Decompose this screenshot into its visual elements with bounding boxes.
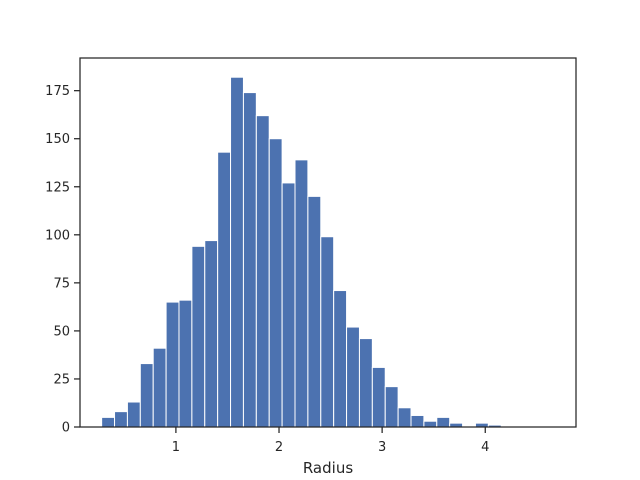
histogram-bar [191,245,206,428]
histogram-bar [230,76,244,428]
histogram-bar [204,240,219,428]
y-tick-label: 75 [53,276,70,291]
histogram-bar [371,366,386,428]
histogram-bar [346,326,360,428]
y-tick-label: 25 [53,372,70,387]
histogram-bar [358,338,373,428]
y-tick-label: 0 [62,421,70,436]
plot-frame [79,57,577,428]
histogram-bar [101,416,116,428]
y-tick-label: 100 [45,228,70,243]
x-axis-ticks: 1 2 3 4 [172,427,489,455]
histogram-bar [384,386,399,428]
y-tick-label: 125 [45,180,70,195]
histogram-bar [294,159,309,428]
y-tick-label: 150 [45,132,70,147]
histogram-bar [126,401,141,428]
histogram-bar [114,411,128,428]
histogram-bar [139,363,154,428]
histogram-bar [281,182,296,428]
histogram-bar [178,299,193,428]
x-tick-label: 1 [172,440,180,455]
histogram-bar [268,138,283,428]
x-tick-label: 3 [378,440,386,455]
x-axis-label: Radius [303,459,353,477]
y-axis-ticks: 0 25 50 75 100 125 150 175 [45,84,80,436]
y-tick-label: 50 [53,324,70,339]
histogram-bar [423,420,438,428]
histogram-bar [333,290,348,428]
histogram-bar [165,301,180,428]
histogram-bar [397,407,412,428]
x-tick-label: 2 [275,440,283,455]
y-tick-label: 175 [45,84,70,99]
histogram-bar [436,416,451,428]
histogram-bar [410,414,425,428]
bars-group [101,76,502,428]
x-tick-label: 4 [481,440,489,455]
histogram-bar [152,347,167,428]
histogram-bar [242,92,257,428]
histogram-bar [307,195,322,428]
histogram-bar [255,115,270,428]
histogram-bar [320,236,335,428]
histogram-bar [217,151,232,428]
